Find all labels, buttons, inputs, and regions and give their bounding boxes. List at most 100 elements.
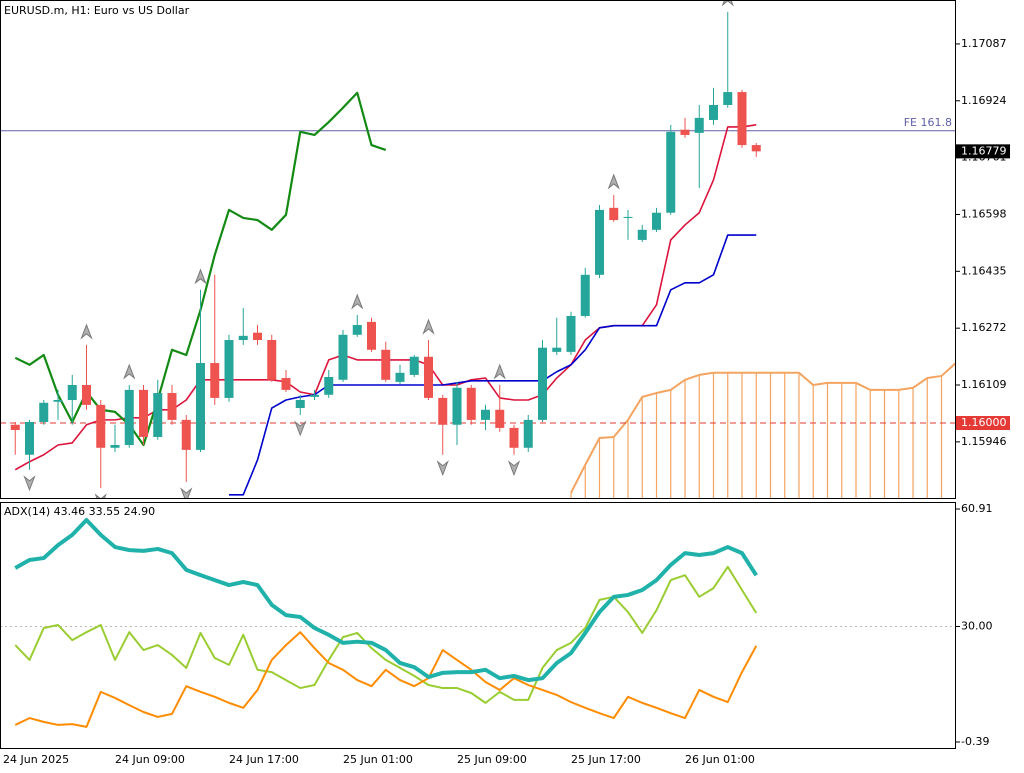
y-tick-label: 60.91 [961, 502, 993, 515]
fractal-up [351, 293, 364, 310]
level-label: FE 161.8 [904, 116, 952, 129]
fractal-up [80, 323, 93, 340]
candle-body [623, 216, 633, 218]
candle-body [267, 340, 277, 380]
candle-body [509, 427, 519, 448]
candle-body [395, 372, 405, 382]
y-tick-label: -0.39 [961, 735, 989, 748]
candle-body [737, 92, 747, 146]
fractal-down [180, 487, 193, 498]
adx-line [14, 631, 758, 728]
candle-body [310, 394, 319, 397]
candle-body [210, 363, 220, 398]
candle-body [666, 131, 676, 213]
fractal-down [94, 493, 107, 498]
y-tick-label: 1.15946 [961, 435, 1007, 448]
candle-body [595, 209, 604, 275]
candle-body [96, 404, 106, 448]
adx-plot [1, 518, 955, 728]
x-tick-label: 25 Jun 01:00 [343, 753, 413, 766]
candle-body [538, 347, 547, 420]
fractal-up [194, 268, 207, 285]
indicator-line [229, 234, 757, 496]
candle-body [196, 363, 205, 450]
cloud-span [570, 362, 955, 494]
fractal-up [493, 363, 506, 380]
candle-body [295, 400, 305, 409]
candle-body [466, 387, 476, 420]
chart-title: EURUSD.m, H1: Euro vs US Dollar [4, 4, 190, 17]
candle-body [110, 444, 120, 448]
x-tick-label: 24 Jun 09:00 [115, 753, 185, 766]
candle-body [124, 389, 134, 445]
fractal-up [123, 363, 136, 380]
candle-body [10, 424, 20, 430]
candle-body [709, 104, 718, 120]
candle-body [552, 347, 562, 352]
candle-body [82, 385, 91, 405]
candle-body [67, 385, 77, 401]
candle-body [652, 212, 661, 230]
candle-body [438, 397, 448, 425]
level-price-label: 1.16000 [961, 416, 1007, 429]
candle-body [367, 321, 376, 350]
last-price-box [956, 144, 1010, 159]
candle-body [637, 229, 647, 240]
fractal-down [436, 460, 449, 477]
candle-body [409, 356, 419, 375]
y-tick-label: 1.16109 [961, 378, 1007, 391]
candle-body [238, 335, 248, 341]
price-frame [0, 0, 956, 499]
y-tick-label: 1.17087 [961, 37, 1007, 50]
price-plot [1, 1, 955, 498]
last-price-label: 1.16779 [961, 144, 1007, 157]
y-tick-label: 1.16924 [961, 94, 1007, 107]
candle-body [167, 393, 177, 420]
candle-body [281, 378, 291, 390]
adx-line [14, 518, 758, 683]
candle-body [424, 356, 433, 398]
candle-body [338, 334, 348, 380]
candle-body [224, 340, 234, 398]
fractal-down [23, 475, 36, 492]
candle-body [723, 92, 733, 105]
candle-body [609, 207, 619, 221]
candle-body [523, 419, 533, 448]
candle-body [680, 129, 690, 135]
candle-body [452, 387, 462, 425]
candle-body [181, 419, 191, 450]
y-tick-label: 30.00 [961, 619, 993, 632]
candle-body [25, 421, 34, 455]
fractal-down [294, 420, 307, 437]
fractal-up [607, 173, 620, 190]
candle-body [495, 409, 505, 428]
candle-body [381, 349, 391, 380]
candle-body [580, 274, 590, 316]
y-tick-label: 1.16598 [961, 207, 1007, 220]
x-tick-label: 25 Jun 17:00 [571, 753, 641, 766]
candle-body [139, 389, 148, 437]
candle-body [694, 117, 704, 133]
candle-body [53, 400, 63, 402]
fractal-down [507, 460, 521, 477]
candle-body [566, 315, 576, 352]
y-tick-label: 1.16272 [961, 321, 1007, 334]
adx-line [14, 565, 758, 704]
candle-body [324, 376, 334, 395]
candle-body [253, 332, 262, 341]
candle-body [153, 393, 163, 437]
x-tick-label: 25 Jun 09:00 [457, 753, 527, 766]
adx-frame [0, 502, 956, 749]
y-tick-label: 1.16435 [961, 264, 1007, 277]
level-price-box [956, 416, 1010, 431]
fractal-up [721, 1, 734, 7]
candle-body [39, 402, 49, 422]
fractal-up [422, 318, 435, 335]
x-tick-label: 26 Jun 01:00 [685, 753, 755, 766]
x-tick-label: 24 Jun 17:00 [229, 753, 299, 766]
candle-body [481, 409, 490, 420]
candle-body [352, 325, 362, 335]
indicator-title: ADX(14) 43.46 33.55 24.90 [4, 505, 155, 518]
